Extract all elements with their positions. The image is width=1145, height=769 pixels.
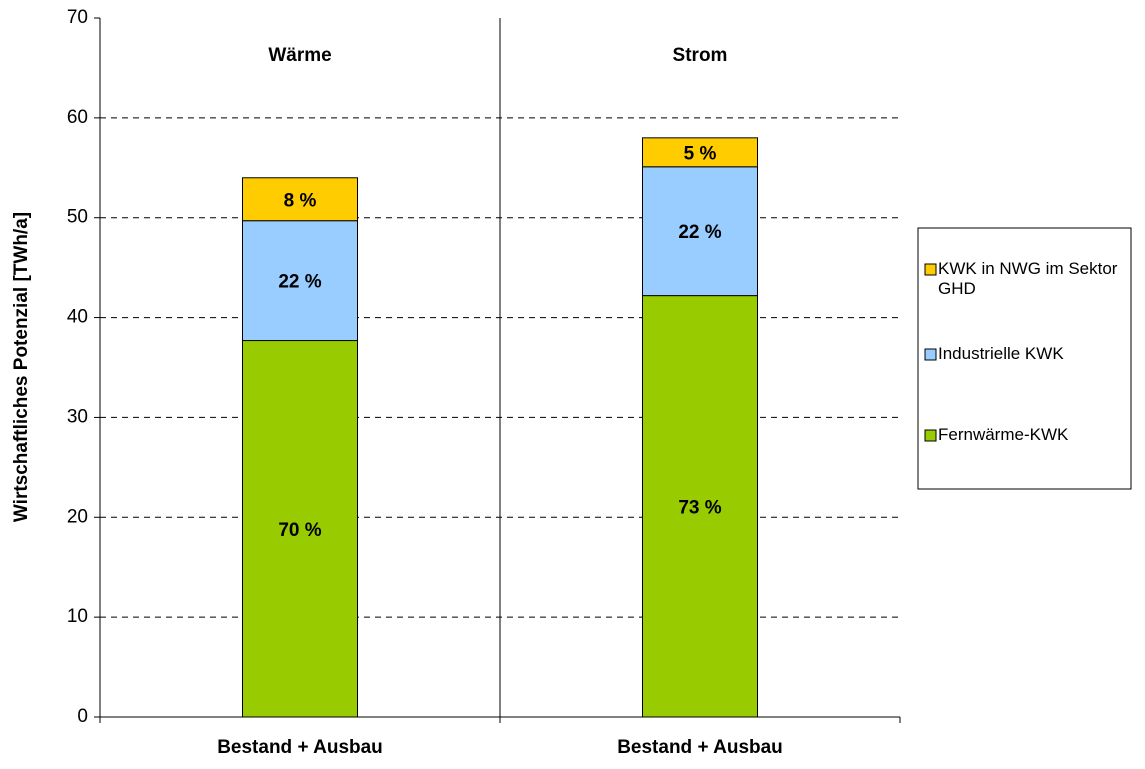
legend-item: KWK in NWG im Sektor GHD xyxy=(938,259,1118,298)
data-label: 22 % xyxy=(278,272,321,293)
panel-title: Strom xyxy=(673,45,728,66)
x-tick-label: Bestand + Ausbau xyxy=(617,737,783,758)
y-tick-label: 50 xyxy=(67,207,88,228)
data-label: 73 % xyxy=(678,497,721,518)
legend-swatch xyxy=(924,348,937,361)
data-label: 70 % xyxy=(278,520,321,541)
y-tick-label: 70 xyxy=(67,7,88,28)
data-label: 5 % xyxy=(684,143,717,164)
bar-segment xyxy=(642,295,758,718)
x-tick-label: Bestand + Ausbau xyxy=(217,737,383,758)
y-tick-label: 20 xyxy=(67,506,88,527)
data-label: 22 % xyxy=(678,222,721,243)
legend-swatch xyxy=(924,263,937,276)
y-tick-label: 60 xyxy=(67,107,88,128)
bar-segment xyxy=(642,137,758,168)
legend-item: Industrielle KWK xyxy=(938,344,1064,363)
data-label: 8 % xyxy=(284,190,317,211)
bar-segment xyxy=(242,340,358,718)
legend-box xyxy=(917,227,1132,490)
y-tick-label: 0 xyxy=(77,706,88,727)
bar-segment xyxy=(642,166,758,297)
y-tick-label: 40 xyxy=(67,307,88,328)
legend-label: Industrielle KWK xyxy=(938,344,1064,363)
legend-label: KWK in NWG im Sektor GHD xyxy=(938,259,1118,298)
y-tick-label: 30 xyxy=(67,406,88,427)
y-tick-label: 10 xyxy=(67,606,88,627)
bar-segment xyxy=(242,177,358,222)
legend-swatch xyxy=(924,429,937,442)
legend-item: Fernwärme-KWK xyxy=(938,425,1069,444)
y-axis-label: Wirtschaftliches Potenzial [TWh/a] xyxy=(11,212,32,522)
panel-title: Wärme xyxy=(268,45,331,66)
legend-label: Fernwärme-KWK xyxy=(938,425,1069,444)
